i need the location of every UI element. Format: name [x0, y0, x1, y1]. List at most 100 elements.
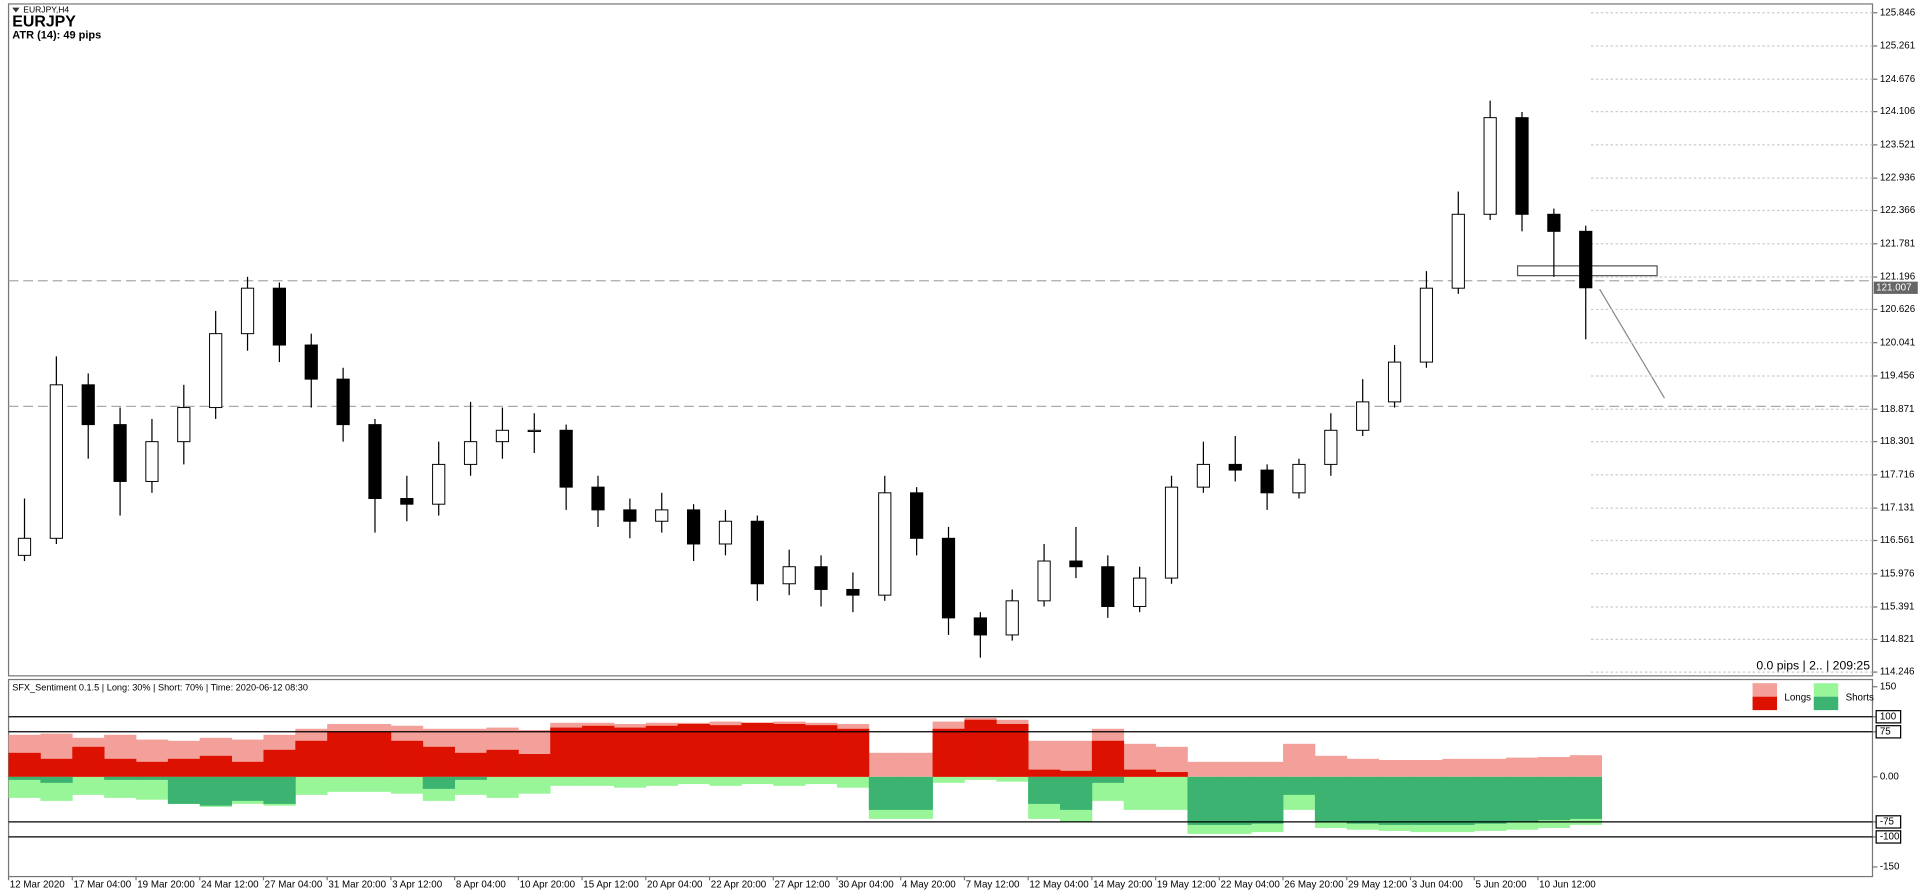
candle-body: [177, 407, 191, 443]
sentiment-bar: [327, 731, 360, 777]
sentiment-bar: [582, 725, 615, 777]
y-tick-label: -75: [1880, 816, 1895, 827]
y-tick-label: -100: [1880, 832, 1900, 843]
legend-swatch: [1813, 683, 1839, 697]
candle-body: [1196, 463, 1211, 488]
candle-body: [1356, 401, 1370, 431]
x-tick-label: 14 May 20:00: [1093, 880, 1153, 891]
sentiment-bar: [359, 731, 392, 777]
y-tick-label: 118.871: [1880, 404, 1915, 415]
sentiment-bar: [167, 776, 201, 804]
y-tick-label: 115.391: [1880, 602, 1915, 613]
sentiment-bar: [1283, 743, 1316, 777]
y-tick-label: 125.261: [1880, 41, 1915, 52]
candle-body: [1547, 213, 1561, 232]
trend-arrow[interactable]: [1599, 288, 1665, 399]
sentiment-bar: [868, 752, 902, 777]
candle-body: [1164, 486, 1179, 579]
candle-body: [272, 287, 287, 346]
sentiment-bar: [932, 776, 965, 783]
y-tick-label: 100: [1880, 711, 1897, 722]
sentiment-bar: [836, 728, 870, 777]
candle-body: [1005, 600, 1019, 636]
sentiment-bar: [836, 776, 870, 788]
x-tick-label: 3 Apr 12:00: [392, 880, 443, 891]
tick-box: [1875, 710, 1902, 724]
x-tick-label: 31 Mar 20:00: [328, 880, 386, 891]
sentiment-bar: [1155, 772, 1188, 777]
sentiment-bar: [518, 776, 551, 794]
sentiment-bar: [932, 728, 965, 777]
y-tick-label: 123.521: [1880, 139, 1915, 150]
y-tick-label: 117.131: [1880, 503, 1915, 514]
candle-body: [591, 486, 605, 511]
sentiment-bar: [1442, 776, 1475, 825]
candle-body: [941, 537, 956, 619]
candle-body: [432, 463, 446, 505]
x-tick-label: 27 Apr 12:00: [774, 880, 830, 891]
y-tick-label: 114.821: [1880, 634, 1915, 645]
candle-body: [495, 429, 510, 443]
y-tick-label: -150: [1880, 862, 1900, 873]
sentiment-bar: [72, 746, 105, 777]
candle-body: [336, 378, 350, 426]
sentiment-bar: [550, 776, 583, 786]
sentiment-bar: [1537, 757, 1571, 777]
sentiment-bar: [613, 727, 647, 777]
sentiment-bar: [422, 746, 456, 777]
sentiment-bar: [1028, 776, 1061, 804]
candle-body: [814, 566, 828, 590]
legend-label: Shorts: [1846, 692, 1874, 703]
sentiment-bar: [677, 723, 710, 777]
sentiment-bar: [327, 776, 360, 792]
sentiment-bar: [454, 752, 487, 777]
candle-body: [910, 492, 924, 539]
info-annotation: 0.0 pips | 2.. | 209:25: [1756, 658, 1870, 672]
y-tick-label: 120.626: [1880, 304, 1916, 315]
sentiment-bar: [199, 776, 232, 806]
sentiment-bar: [167, 758, 201, 777]
y-tick-label: 150: [1880, 681, 1897, 692]
candle-body: [209, 333, 223, 409]
sentiment-bar: [1060, 776, 1093, 810]
sentiment-bar: [964, 776, 997, 780]
sentiment-bar: [1123, 769, 1156, 777]
candle-body: [750, 520, 764, 585]
y-tick-label: 119.456: [1880, 371, 1915, 382]
sentiment-bar: [582, 776, 615, 786]
sentiment-bar: [1219, 776, 1252, 825]
sentiment-bar: [1506, 776, 1539, 823]
sentiment-bar: [805, 776, 838, 785]
sentiment-bar: [1537, 776, 1571, 821]
candle-body: [623, 509, 637, 522]
sentiment-bar: [741, 722, 774, 777]
sentiment-bar: [645, 776, 679, 786]
candle-body: [49, 384, 63, 539]
x-tick-label: 22 May 04:00: [1221, 880, 1281, 891]
sentiment-bar: [8, 776, 41, 780]
sentiment-bar: [136, 776, 169, 800]
candle-body: [1483, 117, 1497, 215]
atr-label: ATR (14): 49 pips: [12, 30, 101, 42]
sentiment-bar: [805, 725, 838, 777]
x-tick-label: 24 Mar 12:00: [201, 880, 259, 891]
sentiment-bar: [613, 776, 647, 788]
y-tick-label: 116.561: [1880, 535, 1915, 546]
sentiment-bar: [136, 761, 169, 777]
tick-box: [1875, 830, 1902, 844]
candle-body: [527, 429, 541, 433]
sentiment-bar: [996, 776, 1029, 782]
sentiment-bar: [677, 776, 710, 785]
sentiment-bar: [550, 727, 583, 777]
sentiment-bar: [454, 776, 487, 795]
candle-body: [559, 429, 573, 488]
menu-triangle[interactable]: [12, 7, 20, 13]
sentiment-bar: [40, 776, 73, 783]
x-tick-label: 10 Jun 12:00: [1539, 880, 1596, 891]
candle-body: [368, 424, 382, 499]
sentiment-bar: [709, 725, 742, 777]
x-tick-label: 27 Mar 04:00: [265, 880, 323, 891]
sentiment-bar: [1091, 776, 1125, 783]
sentiment-bar: [231, 776, 264, 801]
